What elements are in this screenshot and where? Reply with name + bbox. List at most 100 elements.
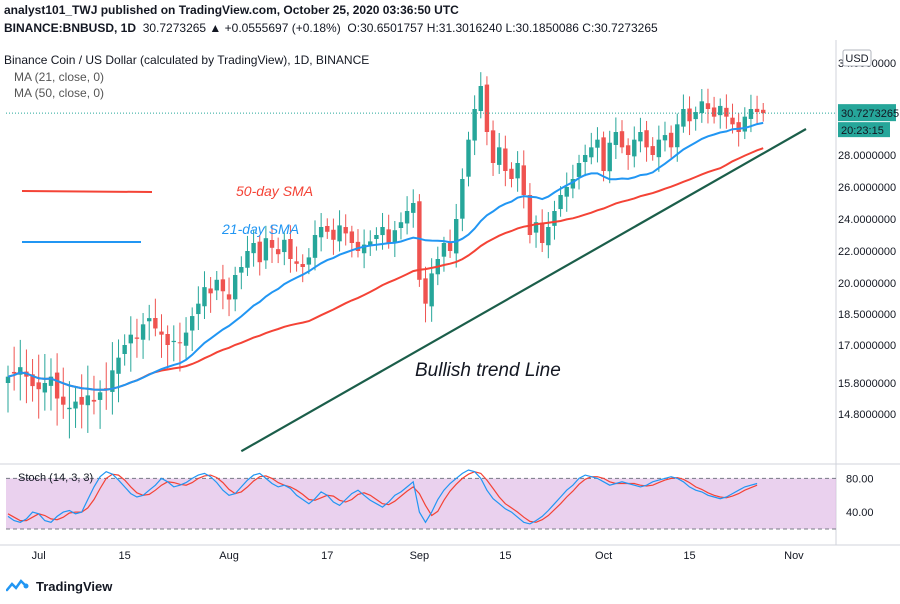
candle-body — [42, 383, 48, 393]
candle-body — [718, 105, 723, 116]
candle-body — [748, 109, 754, 119]
time-tick-label: 17 — [321, 550, 333, 562]
candle-body — [619, 131, 625, 148]
candle-body — [711, 107, 717, 117]
price-tick-label: 28.0000000 — [838, 150, 896, 162]
candle-body — [226, 294, 232, 300]
stoch-band — [6, 478, 836, 529]
price-tick-label: 26.0000000 — [838, 182, 896, 194]
price-tick-label: 18.5000000 — [838, 309, 896, 321]
candle-body — [5, 376, 11, 383]
candle-body — [251, 243, 256, 254]
ma21-label[interactable]: MA (21, close, 0) — [14, 70, 105, 84]
candle-body — [466, 139, 471, 177]
candle-body — [724, 107, 729, 117]
stoch-label: Stoch (14, 3, 3) — [18, 472, 93, 484]
candle-body — [318, 227, 324, 238]
candle-body — [582, 155, 588, 163]
candle-body — [625, 145, 631, 155]
candle-body — [533, 222, 539, 233]
candle-body — [754, 108, 760, 113]
price-tick-label: 24.0000000 — [838, 214, 896, 226]
candle-body — [386, 229, 391, 243]
candle-body — [300, 263, 305, 267]
time-axis[interactable]: Jul 15 Aug 17 Sep 15 Oct 15 Nov — [32, 550, 805, 562]
stoch-k-line — [7, 469, 758, 525]
candle-body — [472, 109, 477, 141]
stoch-d-line — [7, 471, 758, 523]
candle-body — [742, 116, 747, 132]
candle-body — [411, 203, 416, 213]
candle-body — [515, 163, 520, 179]
candle-body — [257, 241, 262, 263]
time-tick-label: Sep — [410, 550, 430, 562]
candle-body — [484, 84, 490, 132]
candle-body — [404, 211, 410, 224]
candle-body — [128, 334, 133, 344]
time-tick-label: Oct — [595, 550, 612, 562]
candle-body — [539, 222, 545, 243]
candle-body — [693, 112, 698, 120]
price-tags: USD 30.7273265 20:23:15 — [6, 49, 899, 138]
candle-body — [570, 179, 576, 189]
last-price-tag — [838, 104, 896, 122]
candle-body — [380, 227, 385, 236]
candle-body — [153, 318, 158, 329]
candle-body — [165, 333, 170, 345]
candle-body — [650, 146, 655, 155]
candle-body — [97, 392, 103, 400]
candle-body — [687, 108, 692, 122]
candle-body — [282, 239, 287, 253]
candle-body — [325, 225, 330, 232]
candle-body — [736, 122, 741, 132]
candle-body — [478, 86, 483, 111]
candle-body — [632, 139, 637, 157]
candle-body — [368, 241, 373, 246]
candle-body — [503, 148, 508, 171]
candle-body — [269, 239, 275, 248]
ma50-label[interactable]: MA (50, close, 0) — [14, 86, 105, 100]
candles — [5, 72, 766, 439]
candle-body — [595, 139, 600, 148]
time-tick-label: 15 — [683, 550, 695, 562]
time-tick-label: 15 — [119, 550, 131, 562]
candle-body — [398, 222, 404, 229]
candle-body — [312, 235, 318, 258]
candle-body — [761, 109, 766, 114]
candle-body — [159, 331, 164, 335]
candle-body — [134, 337, 140, 339]
ohlc-values: O:30.6501757 H:31.3016240 L:30.1850086 C… — [347, 21, 658, 35]
candle-body — [275, 249, 281, 255]
time-tick-label: Aug — [219, 550, 239, 562]
candle-body — [337, 225, 342, 242]
candle-body — [147, 318, 152, 322]
candle-body — [429, 273, 434, 307]
candle-body — [349, 231, 355, 243]
publisher-line: analyst101_TWJ published on TradingView.… — [4, 3, 459, 17]
candle-body — [36, 382, 41, 390]
price-tick-label: 15.8000000 — [838, 378, 896, 390]
tradingview-logo[interactable]: TradingView — [6, 578, 112, 594]
candle-body — [589, 147, 594, 158]
candle-body — [171, 340, 176, 343]
candle-body — [30, 374, 35, 387]
time-tick-label: Nov — [784, 550, 804, 562]
candle-body — [564, 187, 569, 197]
candle-body — [699, 101, 705, 114]
candle-body — [67, 407, 72, 410]
candle-body — [601, 137, 606, 171]
legend-lines: 50-day SMA 21-day SMA — [21, 183, 313, 243]
candle-body — [454, 219, 459, 254]
candle-body — [417, 201, 422, 280]
candle-body — [79, 396, 84, 405]
candle-body — [552, 211, 557, 226]
candle-body — [202, 287, 207, 307]
candle-body — [638, 132, 643, 142]
stoch-tick-label: 80.00 — [846, 473, 874, 485]
candle-body — [460, 179, 465, 219]
price-tick-label: 17.0000000 — [838, 340, 896, 352]
candle-body — [232, 275, 238, 300]
candle-body — [48, 376, 54, 386]
countdown-text: 20:23:15 — [841, 125, 884, 137]
